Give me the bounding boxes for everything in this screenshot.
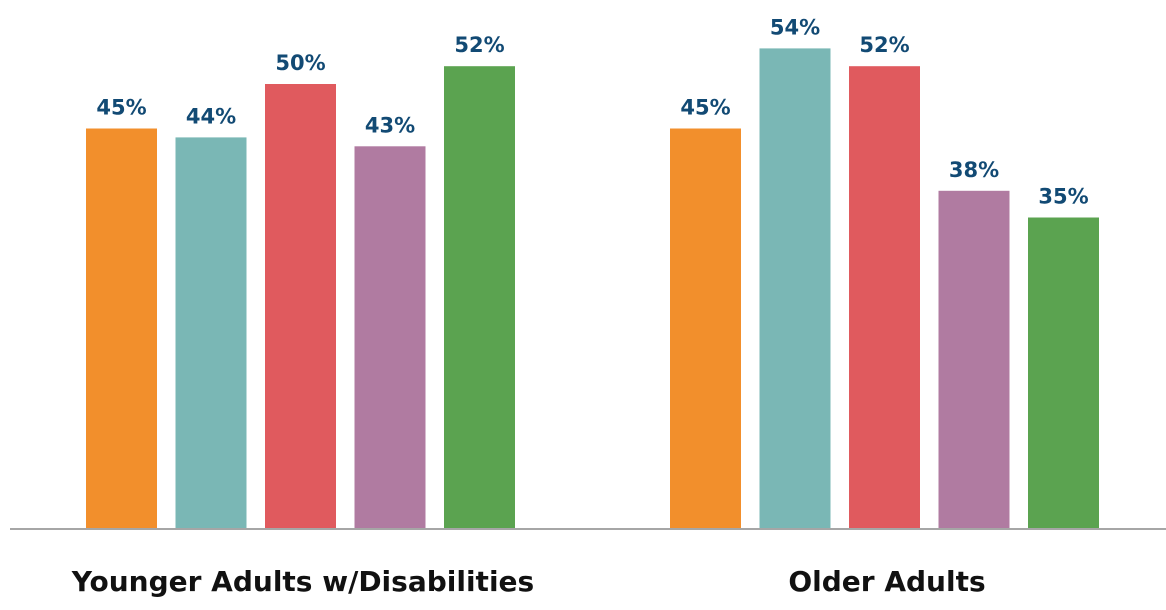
data-label-group1-series1: 45% <box>96 96 146 120</box>
bar-group2-series1 <box>670 128 741 529</box>
bars-layer <box>86 48 1099 530</box>
bar-group1-series3 <box>265 84 336 529</box>
bar-group2-series4 <box>938 190 1010 530</box>
bar-group1-series1 <box>86 128 157 529</box>
bar-group1-series2 <box>175 137 247 529</box>
data-label-group2-series5: 35% <box>1038 185 1088 209</box>
category-label-2: Older Adults <box>788 565 985 598</box>
data-label-group1-series3: 50% <box>275 51 325 75</box>
category-label-1: Younger Adults w/Disabilities <box>71 565 534 598</box>
data-label-group2-series2: 54% <box>770 15 820 39</box>
bar-group1-series4 <box>354 146 426 530</box>
bar-group1-series5 <box>444 66 515 529</box>
data-label-group1-series5: 52% <box>454 33 504 57</box>
data-label-group2-series4: 38% <box>949 158 999 182</box>
data-label-group2-series3: 52% <box>859 33 909 57</box>
data-label-group1-series4: 43% <box>365 113 415 137</box>
data-label-group1-series2: 44% <box>186 104 236 128</box>
data-labels-layer: 45% 44% 50% 43% 52% 45% 54% 52% 38% 35% <box>96 15 1088 208</box>
data-label-group2-series1: 45% <box>680 96 730 120</box>
category-labels-layer: Younger Adults w/Disabilities Older Adult… <box>71 565 986 598</box>
bar-group2-series3 <box>849 66 920 529</box>
bar-group2-series5 <box>1028 217 1099 529</box>
bar-group2-series2 <box>759 48 831 530</box>
